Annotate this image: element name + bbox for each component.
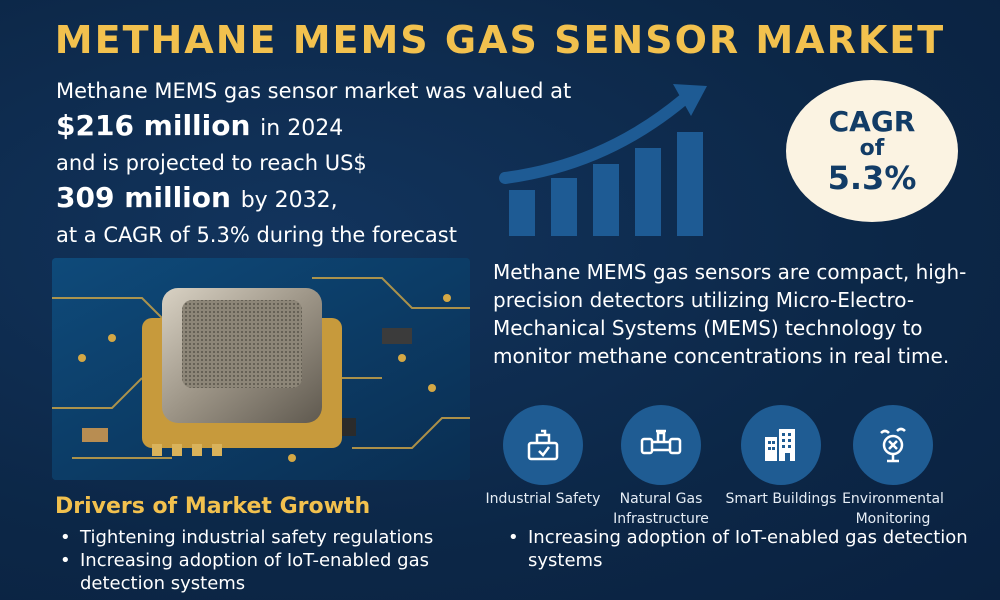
cagr-of: of — [859, 136, 885, 161]
app-label: Natural Gas Infrastructure — [613, 491, 709, 527]
growth-bar-5 — [677, 132, 703, 236]
summary-line-3: and is projected to reach US$ — [56, 151, 367, 175]
mems-sensor-chip-image — [52, 258, 470, 480]
value-2032-suffix: by 2032, — [240, 188, 338, 213]
growth-chart-icon — [499, 84, 707, 236]
driver-item: Tightening industrial safety regulations — [60, 526, 500, 549]
environmental-monitoring-icon — [853, 405, 933, 485]
growth-bar-1 — [509, 190, 535, 236]
page-title: METHANE MEMS GAS SENSOR MARKET — [54, 18, 946, 62]
natural-gas-pipeline-icon — [621, 405, 701, 485]
drivers-list: Tightening industrial safety regulations… — [60, 526, 500, 595]
app-environmental-monitoring: Environmental Monitoring — [833, 405, 953, 529]
market-summary: Methane MEMS gas sensor market was value… — [56, 76, 572, 251]
growth-arrow-line — [499, 94, 689, 184]
app-smart-buildings: Smart Buildings — [721, 405, 841, 509]
value-2024-suffix: in 2024 — [260, 116, 344, 141]
value-2024: $216 million — [56, 109, 251, 142]
driver-item: Increasing adoption of IoT-enabled gas d… — [508, 526, 968, 572]
driver-item: Increasing adoption of IoT-enabled gas d… — [60, 549, 500, 595]
value-2032: 309 million — [56, 181, 231, 214]
app-natural-gas-infrastructure: Natural Gas Infrastructure — [601, 405, 721, 529]
summary-line-5: at a CAGR of 5.3% during the forecast — [56, 223, 457, 247]
summary-value-2032: 309 million by 2032, — [56, 179, 526, 220]
summary-value-2024: $216 million in 2024 — [56, 107, 526, 148]
application-icons: Industrial Safety Natural Gas Infrastruc… — [486, 405, 963, 527]
app-industrial-safety: Industrial Safety — [483, 405, 603, 509]
smart-building-icon — [741, 405, 821, 485]
growth-arrow-head — [673, 84, 707, 116]
app-label: Industrial Safety — [485, 491, 601, 507]
growth-bar-2 — [551, 178, 577, 236]
growth-bar-3 — [593, 164, 619, 236]
app-label: Environmental Monitoring — [842, 491, 944, 527]
cagr-badge: CAGR of 5.3% — [786, 80, 958, 222]
summary-line-1: Methane MEMS gas sensor market was value… — [56, 79, 572, 103]
cagr-value: 5.3% — [827, 159, 917, 197]
drivers-list-right: Increasing adoption of IoT-enabled gas d… — [508, 526, 968, 572]
industrial-safety-icon — [503, 405, 583, 485]
cagr-label: CAGR — [828, 105, 916, 138]
growth-bar-4 — [635, 148, 661, 236]
sensor-description: Methane MEMS gas sensors are compact, hi… — [493, 260, 967, 368]
app-label: Smart Buildings — [725, 491, 837, 507]
drivers-title: Drivers of Market Growth — [55, 494, 371, 519]
